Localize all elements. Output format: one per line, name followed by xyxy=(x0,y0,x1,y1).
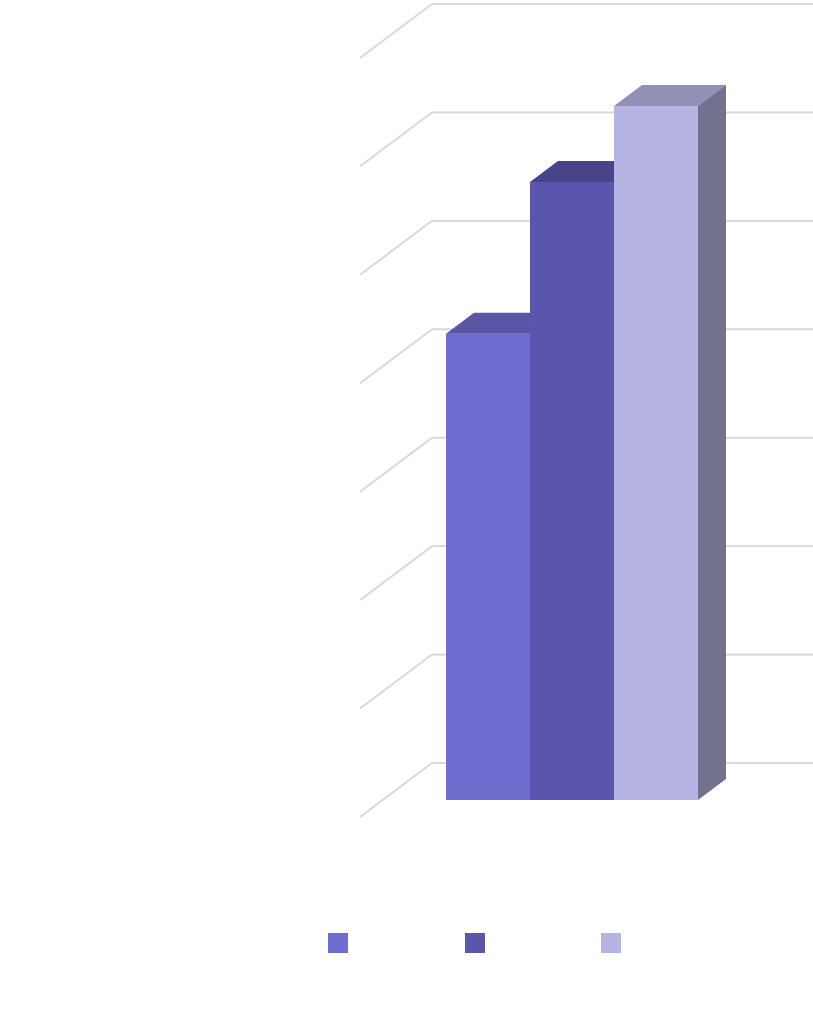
grid-line xyxy=(359,762,433,818)
grid-line xyxy=(359,545,433,601)
bar-front xyxy=(530,181,614,800)
bar-front xyxy=(446,333,530,800)
bar-top xyxy=(614,85,726,107)
legend-swatch xyxy=(601,933,621,953)
grid-line xyxy=(359,3,433,59)
grid-line xyxy=(359,111,433,168)
grid-line xyxy=(359,436,433,493)
bar-front xyxy=(614,106,698,801)
legend-swatch xyxy=(465,933,485,953)
legend-swatch xyxy=(328,933,348,953)
grid-line xyxy=(359,653,433,710)
bar xyxy=(614,85,726,801)
grid-line xyxy=(359,328,433,385)
grid-line xyxy=(359,220,433,276)
bar-side xyxy=(698,85,726,801)
bar xyxy=(446,312,558,800)
